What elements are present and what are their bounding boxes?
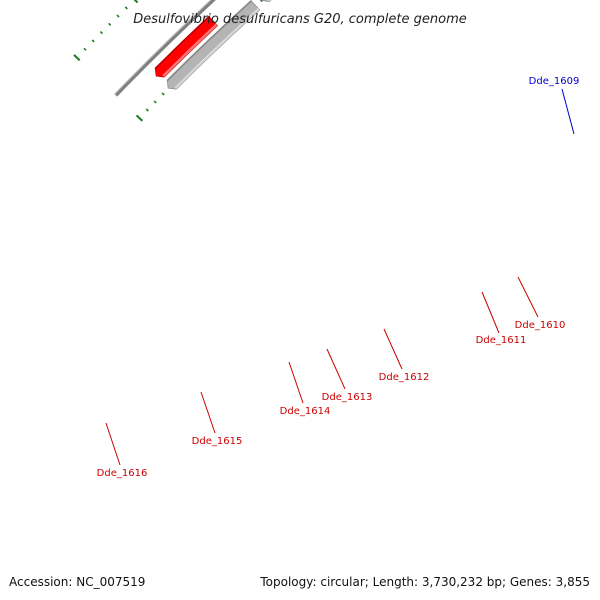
leader-line	[481, 291, 500, 334]
leader-line	[288, 361, 304, 404]
minor-tick	[116, 14, 120, 18]
gene-body	[166, 0, 261, 90]
gene-shade	[174, 7, 260, 90]
gene-label: Dde_1609	[529, 76, 580, 87]
gene-label: Dde_1613	[322, 392, 373, 403]
gene-edge	[167, 0, 252, 81]
minor-tick	[91, 39, 95, 43]
minor-tick	[83, 47, 87, 51]
leader-line	[561, 88, 575, 135]
gene-body	[154, 15, 219, 78]
gene-arrow	[260, 0, 272, 3]
label-layer: Dde_1609 Dde_1610 Dde_1611 Dde_1612 Dde_1613…	[97, 76, 580, 479]
page-title: Desulfovibrio desulfuricans G20, complet…	[133, 12, 467, 27]
major-tick	[135, 114, 143, 122]
leader-line	[383, 328, 403, 370]
leader-line	[200, 391, 216, 434]
accession-text: Accession: NC_007519	[9, 575, 145, 589]
gene-label: Dde_1611	[476, 335, 527, 346]
minor-tick	[99, 31, 103, 35]
minor-tick	[108, 22, 112, 26]
gene-arrow	[166, 0, 261, 90]
minor-tick	[153, 100, 157, 104]
outer-tick-ring	[73, 0, 139, 62]
summary-text: Topology: circular; Length: 3,730,232 bp…	[259, 575, 590, 589]
gene-track	[154, 0, 272, 90]
leader-line	[105, 422, 121, 466]
gene-shade	[162, 23, 218, 78]
leader-line	[326, 348, 346, 390]
gene-shade	[267, 0, 271, 2]
gene-label: Dde_1610	[515, 320, 566, 331]
gene-label: Dde_1614	[280, 406, 331, 417]
gene-label: Dde_1612	[379, 372, 430, 383]
gene-label: Dde_1616	[97, 468, 148, 479]
major-tick	[133, 0, 139, 4]
minor-tick	[161, 92, 165, 96]
minor-tick	[124, 6, 128, 10]
backbone-highlight	[114, 0, 212, 95]
gene-arrow	[154, 15, 219, 78]
major-tick	[73, 54, 81, 62]
leader-line	[517, 276, 539, 318]
gene-label: Dde_1615	[192, 436, 243, 447]
minor-tick	[145, 108, 149, 112]
backbone-line	[114, 0, 217, 97]
gene-edge	[155, 16, 210, 69]
